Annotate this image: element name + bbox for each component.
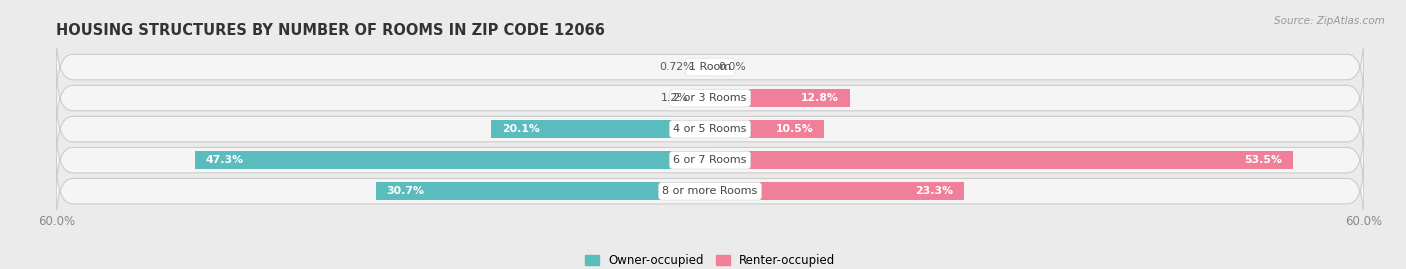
- Bar: [710, 89, 849, 107]
- FancyBboxPatch shape: [56, 126, 1364, 194]
- Text: 47.3%: 47.3%: [205, 155, 243, 165]
- Bar: [375, 182, 710, 200]
- FancyBboxPatch shape: [56, 157, 1364, 225]
- Text: HOUSING STRUCTURES BY NUMBER OF ROOMS IN ZIP CODE 12066: HOUSING STRUCTURES BY NUMBER OF ROOMS IN…: [56, 23, 605, 38]
- Text: 2 or 3 Rooms: 2 or 3 Rooms: [673, 93, 747, 103]
- Text: 30.7%: 30.7%: [387, 186, 425, 196]
- Bar: [697, 89, 710, 107]
- Text: 1.2%: 1.2%: [661, 93, 689, 103]
- Bar: [710, 182, 965, 200]
- Text: Source: ZipAtlas.com: Source: ZipAtlas.com: [1274, 16, 1385, 26]
- Text: 0.0%: 0.0%: [718, 62, 747, 72]
- Text: 4 or 5 Rooms: 4 or 5 Rooms: [673, 124, 747, 134]
- Bar: [710, 120, 824, 138]
- Bar: [194, 151, 710, 169]
- Bar: [702, 58, 710, 76]
- FancyBboxPatch shape: [56, 95, 1364, 163]
- Text: 0.72%: 0.72%: [659, 62, 693, 72]
- Text: 10.5%: 10.5%: [776, 124, 814, 134]
- Text: 20.1%: 20.1%: [502, 124, 540, 134]
- FancyBboxPatch shape: [56, 33, 1364, 101]
- Text: 12.8%: 12.8%: [801, 93, 838, 103]
- Text: 6 or 7 Rooms: 6 or 7 Rooms: [673, 155, 747, 165]
- FancyBboxPatch shape: [56, 64, 1364, 132]
- Text: 23.3%: 23.3%: [915, 186, 953, 196]
- Bar: [710, 151, 1294, 169]
- Text: 1 Room: 1 Room: [689, 62, 731, 72]
- Text: 53.5%: 53.5%: [1244, 155, 1282, 165]
- Legend: Owner-occupied, Renter-occupied: Owner-occupied, Renter-occupied: [579, 249, 841, 269]
- Text: 8 or more Rooms: 8 or more Rooms: [662, 186, 758, 196]
- Bar: [491, 120, 710, 138]
